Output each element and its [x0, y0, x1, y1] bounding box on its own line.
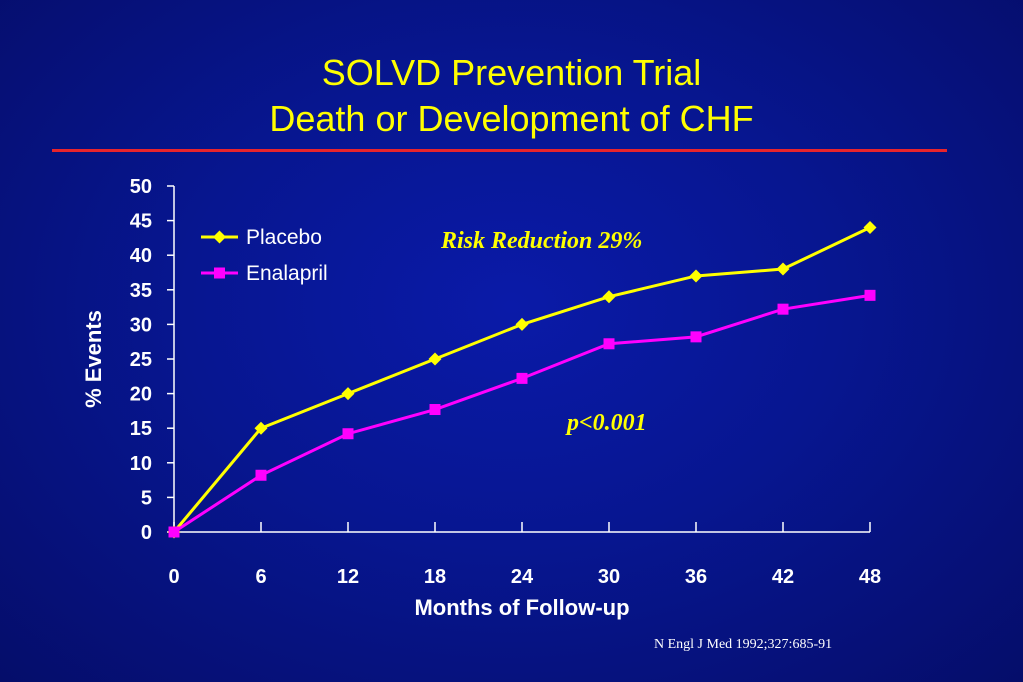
legend-placebo-label: Placebo: [246, 226, 322, 249]
x-axis-title: Months of Follow-up: [414, 595, 629, 620]
y-tick-label: 20: [130, 384, 152, 406]
y-tick-label: 5: [141, 487, 152, 509]
y-tick-label: 40: [130, 245, 152, 267]
placebo-data-point: [689, 269, 703, 283]
slide-title: SOLVD Prevention Trial Death or Developm…: [0, 50, 1023, 142]
placebo-data-point: [254, 421, 268, 435]
enalapril-data-point: [603, 338, 615, 350]
enalapril-data-point: [429, 404, 441, 416]
y-tick-label: 0: [141, 522, 152, 544]
y-tick-label: 10: [130, 453, 152, 475]
enalapril-data-point: [777, 303, 789, 315]
enalapril-data-point: [168, 526, 180, 538]
placebo-data-point: [863, 221, 877, 235]
p-value-annotation: p<0.001: [567, 410, 647, 436]
x-tick-label: 18: [424, 566, 446, 588]
enalapril-data-point: [864, 289, 876, 301]
x-tick-label: 30: [598, 566, 620, 588]
placebo-data-point: [428, 352, 442, 366]
placebo-data-point: [776, 262, 790, 276]
x-tick-label: 6: [255, 566, 266, 588]
title-line-2: Death or Development of CHF: [269, 98, 754, 139]
legend-enalapril-label: Enalapril: [246, 262, 328, 285]
legend-placebo-marker: [213, 230, 226, 244]
y-axis-title: % Events: [81, 310, 106, 408]
x-tick-label: 24: [511, 566, 534, 588]
x-tick-label: 12: [337, 566, 359, 588]
placebo-data-point: [602, 290, 616, 304]
title-divider: [52, 149, 947, 152]
x-tick-label: 48: [859, 566, 881, 588]
x-tick-label: 42: [772, 566, 794, 588]
x-tick-label: 0: [168, 566, 179, 588]
title-line-1: SOLVD Prevention Trial: [321, 52, 702, 93]
risk-reduction-annotation: Risk Reduction 29%: [441, 228, 643, 254]
citation: N Engl J Med 1992;327:685-91: [654, 637, 833, 652]
enalapril-data-point: [342, 428, 354, 440]
y-tick-label: 45: [130, 211, 152, 233]
enalapril-data-point: [516, 372, 528, 384]
enalapril-data-point: [255, 469, 267, 481]
y-tick-label: 15: [130, 418, 152, 440]
x-tick-label: 36: [685, 566, 707, 588]
y-tick-label: 25: [130, 349, 152, 371]
placebo-data-point: [515, 317, 529, 331]
legend-enalapril-marker: [214, 267, 225, 279]
enalapril-data-point: [690, 331, 702, 343]
placebo-data-point: [341, 387, 355, 401]
y-tick-label: 35: [130, 280, 152, 302]
y-tick-label: 30: [130, 314, 152, 336]
y-tick-label: 50: [130, 176, 152, 198]
